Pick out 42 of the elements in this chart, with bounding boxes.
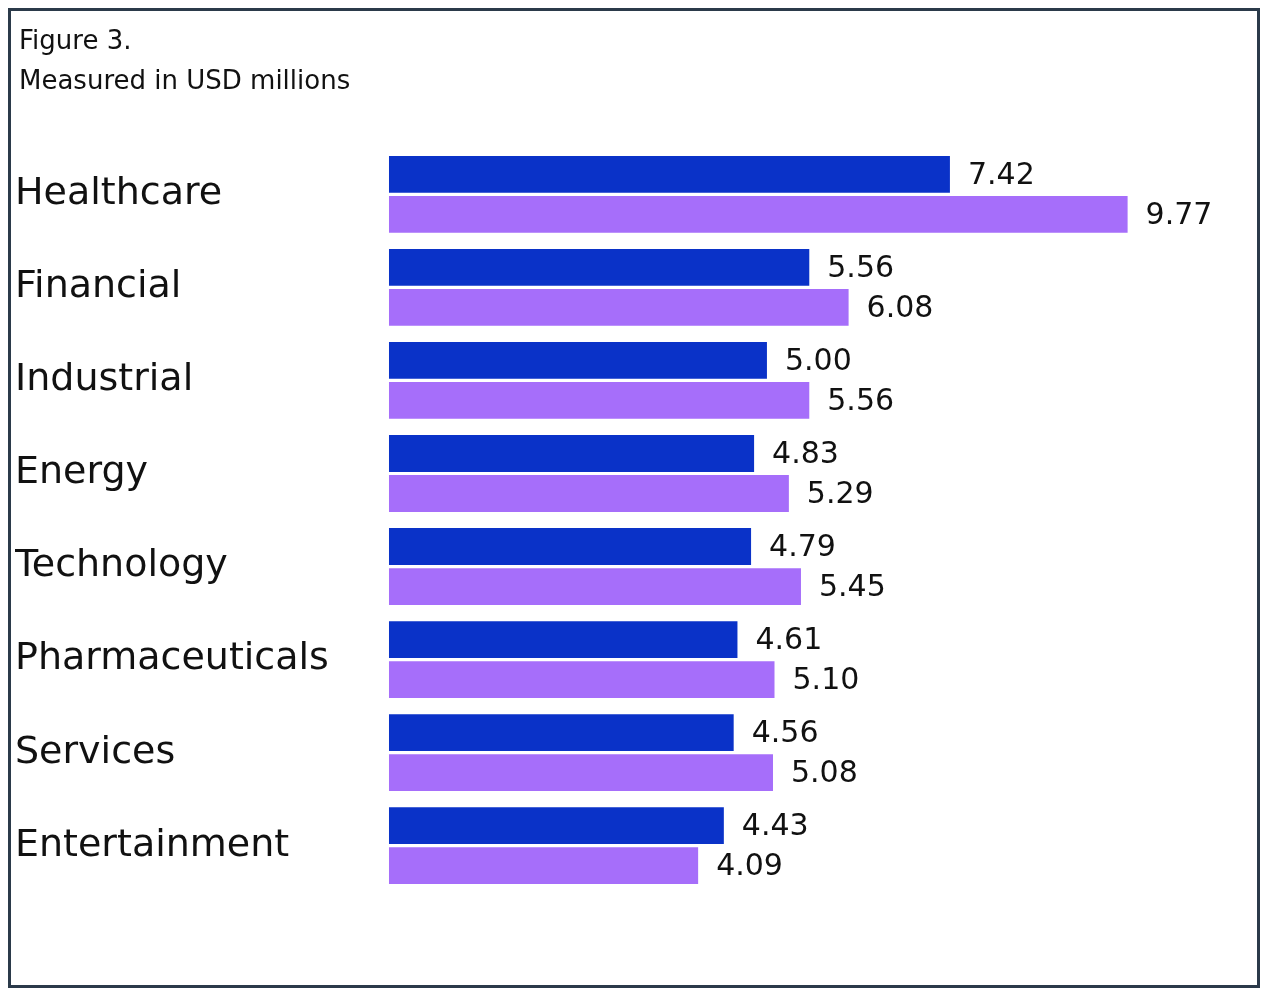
y-tick-label: Technology (14, 541, 228, 586)
bar (388, 155, 950, 193)
data-label: 5.56 (827, 249, 895, 285)
bar (388, 435, 755, 472)
data-label: 5.10 (792, 661, 860, 697)
data-label: 4.83 (772, 435, 839, 471)
bar (388, 288, 849, 326)
bar (388, 568, 801, 605)
data-label: 4.61 (755, 621, 823, 657)
bar (388, 754, 773, 792)
y-tick-label: Financial (15, 262, 182, 307)
y-tick-label: Services (15, 727, 176, 772)
bar (388, 342, 767, 379)
data-label: 4.79 (769, 528, 836, 564)
bar (388, 714, 734, 752)
data-label: 6.08 (866, 289, 934, 325)
bar (388, 807, 724, 845)
data-label: 5.29 (806, 475, 874, 511)
data-label: 4.43 (741, 807, 809, 843)
data-label: 5.56 (827, 382, 895, 418)
data-label: 5.08 (790, 754, 858, 790)
bar (388, 621, 738, 658)
bar (388, 661, 775, 698)
y-tick-label: Industrial (15, 355, 194, 400)
bar (388, 382, 810, 419)
bar (388, 195, 1128, 233)
data-label: 9.77 (1145, 196, 1213, 232)
chart-subtitle: Measured in USD millions (18, 64, 352, 95)
bar (388, 475, 789, 512)
bar (388, 528, 752, 565)
data-label: 7.42 (967, 156, 1035, 192)
y-tick-label: Energy (15, 448, 149, 493)
data-label: 5.45 (818, 568, 886, 604)
text: Figure 3. (18, 24, 133, 55)
y-tick-label: Healthcare (15, 169, 223, 214)
data-label: 5.00 (784, 342, 852, 378)
bar (388, 847, 699, 885)
data-label: 4.56 (751, 714, 819, 750)
y-tick-label: Entertainment (15, 820, 290, 865)
data-label: 4.09 (716, 847, 783, 883)
y-tick-label: Pharmaceuticals (15, 634, 329, 679)
bar (388, 248, 810, 286)
